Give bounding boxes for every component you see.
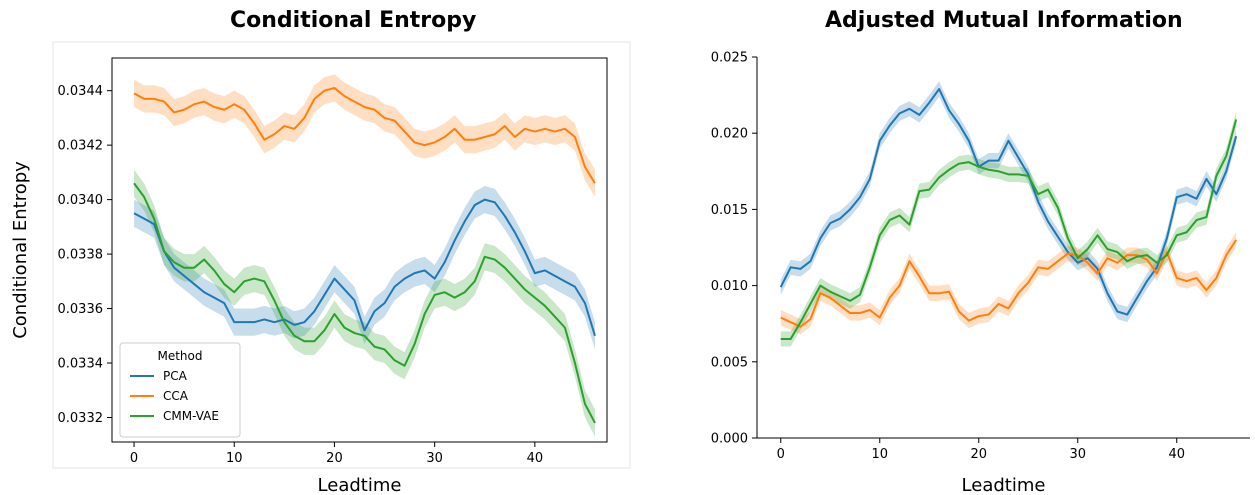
series-cca-confidence-band [134, 74, 595, 197]
x-tick-label: 40 [1168, 447, 1185, 462]
y-tick-label: 0.0338 [58, 248, 104, 263]
series-cca-line [780, 239, 1237, 328]
y-tick-label: 0.025 [711, 51, 748, 66]
x-tick-label: 10 [871, 447, 888, 462]
series-pca-confidence-band [134, 186, 595, 350]
y-tick-label: 0.020 [711, 127, 748, 142]
series-pca-line [779, 88, 1238, 316]
plot-area [111, 57, 608, 443]
x-axis-label: Leadtime [962, 475, 1046, 495]
y-tick-label: 0.0336 [58, 302, 104, 317]
legend-title: Method [157, 349, 202, 363]
y-tick-label: 0.0334 [58, 357, 104, 372]
legend-label-pca: PCA [163, 369, 188, 383]
y-tick-label: 0.000 [711, 432, 748, 447]
series-cmm-vae-line [133, 182, 596, 424]
x-tick-label: 20 [326, 451, 343, 466]
conditional-entropy-chart: 0 10 20 30 40 0.0332 0.0334 0.0336 0.0338 0.0340 0… [10, 41, 631, 495]
x-tick-label: 30 [426, 451, 443, 466]
x-tick-label: 20 [970, 447, 987, 462]
y-tick-label: 0.0340 [58, 193, 104, 208]
y-tick-label: 0.005 [711, 355, 748, 370]
figure-frame [52, 41, 631, 469]
x-tick-label: 10 [226, 451, 243, 466]
series-cmm-vae-line [780, 119, 1238, 340]
x-tick-label: 30 [1069, 447, 1086, 462]
series-pca-line [133, 198, 596, 337]
adjusted-mutual-information-chart: 0 10 20 30 40 0.000 0.005 0.010 0.015 0.020 0.025 L… [711, 51, 1250, 495]
series-pca-confidence-band [780, 81, 1237, 323]
legend-label-cmm-vae: CMM-VAE [163, 409, 219, 423]
legend-box [119, 342, 241, 438]
series-cca-line [133, 86, 596, 184]
legend-label-cca: CCA [163, 389, 189, 403]
y-tick-label: 0.015 [711, 203, 748, 218]
y-axis-label: Conditional Entropy [10, 161, 31, 339]
y-tick-label: 0.0332 [58, 411, 104, 426]
x-tick-label: 0 [130, 451, 138, 466]
adjusted-mutual-information-panel: Adjusted Mutual Information 0 10 20 30 40 0.0… [640, 0, 1255, 495]
x-tick-label: 40 [527, 451, 544, 466]
chart-title: Conditional Entropy [230, 8, 477, 33]
chart-title: Adjusted Mutual Information [825, 8, 1183, 33]
y-tick-label: 0.0344 [58, 84, 104, 99]
x-axis-label: Leadtime [318, 475, 402, 495]
y-tick-label: 0.0342 [58, 139, 104, 154]
x-tick-label: 0 [777, 447, 785, 462]
conditional-entropy-panel: Conditional Entropy 0 10 20 30 40 0.0332 0.033… [10, 8, 631, 495]
y-tick-label: 0.010 [711, 279, 748, 294]
